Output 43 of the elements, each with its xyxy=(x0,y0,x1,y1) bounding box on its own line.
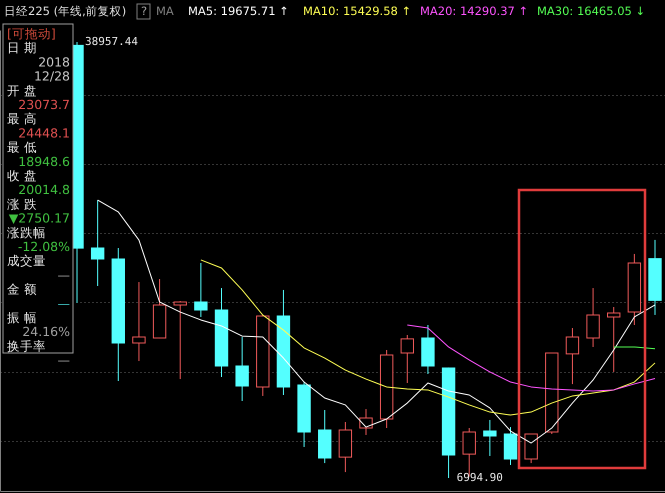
text: MA20: 14290.37 ↑ xyxy=(420,4,528,18)
annotation: ▼2750.17 xyxy=(8,210,70,226)
text: 金 额 xyxy=(7,282,37,297)
chart-title: 日经225 (年线,前复权) xyxy=(4,4,126,18)
annotation: 24.16% xyxy=(22,324,70,340)
annotation: 18948.6 xyxy=(18,154,70,169)
candlestick xyxy=(235,336,249,402)
text: 换手率 xyxy=(7,338,46,354)
text: 最 高 xyxy=(7,111,37,126)
annotation: 12/28 xyxy=(34,68,70,84)
text: 日 期 xyxy=(7,40,37,56)
annotation: 23073.7 xyxy=(18,97,70,112)
annotation: -12.08% xyxy=(18,239,70,254)
candlestick xyxy=(174,300,187,380)
annotation: — xyxy=(58,267,70,282)
candlestick xyxy=(90,200,104,286)
annotation: — xyxy=(58,296,70,311)
annotation: 38957.44 xyxy=(85,34,138,48)
text: [可拖动] xyxy=(7,26,56,41)
text: 涨 跌 xyxy=(7,196,37,212)
text: ? xyxy=(141,4,148,18)
text: 涨跌幅 xyxy=(7,224,46,240)
candlestick xyxy=(400,334,414,384)
candlestick xyxy=(566,328,580,385)
text: 振 幅 xyxy=(7,310,37,325)
candlestick xyxy=(194,262,208,318)
annotation: 2018 xyxy=(38,54,70,70)
text: MA5: 19675.71 ↑ xyxy=(188,4,289,18)
candlestick xyxy=(132,282,146,362)
text: MA10: 15429.58 ↑ xyxy=(303,4,412,18)
text: MA30: 16465.05 ↓ xyxy=(537,4,646,18)
text: 成交量 xyxy=(7,253,46,268)
candlestick xyxy=(586,288,600,348)
text: MA xyxy=(156,4,174,18)
text: 开 盘 xyxy=(7,82,37,98)
annotation: 6994.90 xyxy=(456,471,503,484)
annotation: 20014.8 xyxy=(18,182,70,198)
candlestick xyxy=(483,419,497,456)
annotation: — xyxy=(58,352,70,368)
candlestick xyxy=(607,306,620,372)
text: 最 低 xyxy=(7,140,37,155)
text: 收 盘 xyxy=(7,168,37,183)
annotation: 24448.1 xyxy=(18,125,70,140)
